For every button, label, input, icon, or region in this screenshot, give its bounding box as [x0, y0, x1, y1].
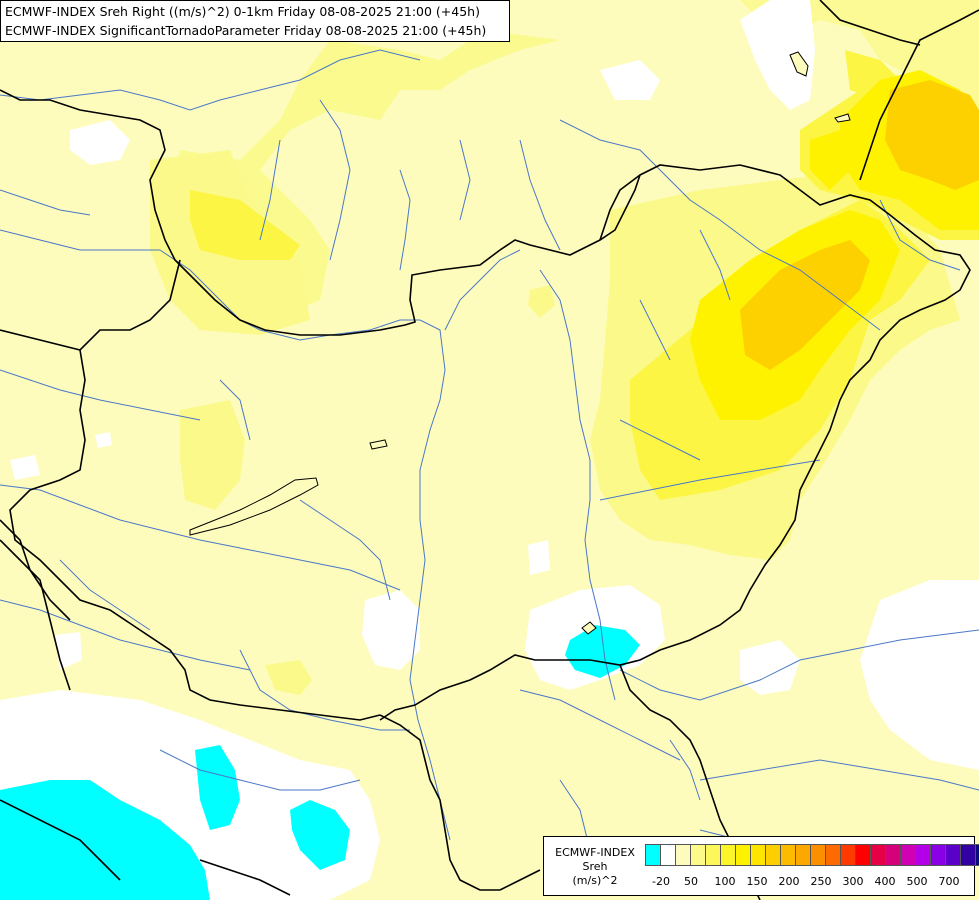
- legend-tick-label: -20: [652, 875, 670, 888]
- legend-label: ECMWF-INDEX Sreh (m/s)^2: [547, 846, 643, 888]
- legend-label-parameter: Sreh: [582, 860, 608, 873]
- legend-tick-label: 150: [746, 875, 768, 888]
- legend-swatch-16: [885, 844, 901, 866]
- legend-swatch-14: [855, 844, 871, 866]
- legend-tick-label: 50: [684, 875, 698, 888]
- legend-swatch-22: [975, 844, 979, 866]
- legend-swatch-2: [675, 844, 691, 866]
- legend-tick-label: 300: [842, 875, 864, 888]
- legend-swatch-8: [765, 844, 781, 866]
- legend-swatch-13: [840, 844, 856, 866]
- legend-swatch-0: [645, 844, 661, 866]
- legend-swatch-4: [705, 844, 721, 866]
- rivers: [0, 49, 979, 891]
- legend-swatch-10: [795, 844, 811, 866]
- lakes: [189, 51, 851, 635]
- legend-ticks: -20 50 100 150 200 250 300 400 500 700: [645, 875, 975, 889]
- legend-swatch-17: [900, 844, 916, 866]
- legend-tick-label: 400: [874, 875, 896, 888]
- legend-swatch-20: [945, 844, 961, 866]
- legend-swatch-18: [915, 844, 931, 866]
- legend-swatch-7: [750, 844, 766, 866]
- legend-tick-label: 500: [906, 875, 928, 888]
- legend-swatch-11: [810, 844, 826, 866]
- color-legend: ECMWF-INDEX Sreh (m/s)^2 -20 50 100 150 200 2…: [543, 836, 979, 896]
- shading-cyan: [0, 625, 640, 900]
- legend-swatch-12: [825, 844, 841, 866]
- title-box: ECMWF-INDEX Sreh Right ((m/s)^2) 0-1km F…: [0, 0, 510, 42]
- legend-tick-label: 700: [938, 875, 960, 888]
- legend-swatch-9: [780, 844, 796, 866]
- legend-tick-label: 200: [778, 875, 800, 888]
- legend-swatch-5: [720, 844, 736, 866]
- legend-swatches: [645, 844, 979, 866]
- legend-swatch-19: [930, 844, 946, 866]
- legend-swatch-3: [690, 844, 706, 866]
- legend-tick-label: 100: [714, 875, 736, 888]
- legend-swatch-21: [960, 844, 976, 866]
- title-line-2: ECMWF-INDEX SignificantTornadoParameter …: [5, 23, 487, 38]
- legend-swatch-15: [870, 844, 886, 866]
- shading-orange-yellow: [740, 80, 979, 370]
- title-line-1: ECMWF-INDEX Sreh Right ((m/s)^2) 0-1km F…: [5, 4, 480, 19]
- legend-swatch-1: [660, 844, 676, 866]
- legend-tick-label: 250: [810, 875, 832, 888]
- legend-label-unit: (m/s)^2: [572, 874, 618, 887]
- legend-label-model: ECMWF-INDEX: [555, 846, 635, 859]
- legend-swatch-6: [735, 844, 751, 866]
